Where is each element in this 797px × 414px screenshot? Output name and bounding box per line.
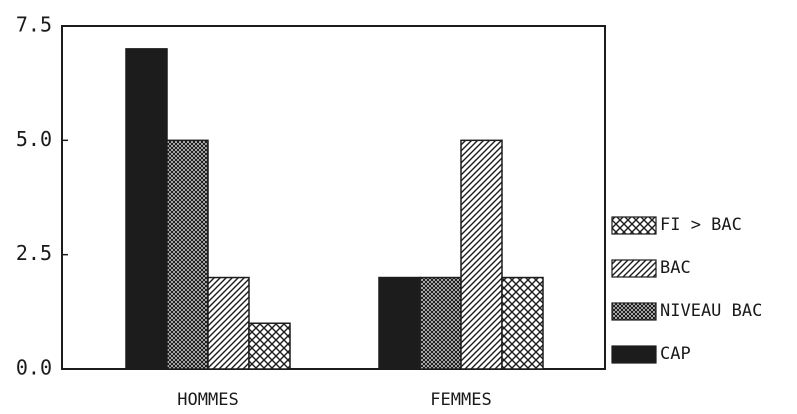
y-tick-label: 2.5 [16, 241, 52, 265]
x-tick-label: HOMMES [177, 390, 238, 410]
legend-label: CAP [660, 344, 691, 364]
legend-label: BAC [660, 258, 691, 278]
bar [166, 139, 209, 370]
y-tick-label: 7.5 [16, 13, 52, 37]
legend-swatch [611, 259, 657, 278]
bar [248, 322, 291, 370]
bar [378, 276, 421, 370]
legend-label: FI > BAC [660, 215, 742, 235]
legend-swatch [611, 345, 657, 364]
legend-swatch [611, 302, 657, 321]
y-tick-label: 5.0 [16, 127, 52, 151]
bar [460, 139, 503, 370]
bar [501, 276, 544, 370]
bar [125, 48, 168, 370]
legend-label: NIVEAU BAC [660, 301, 762, 321]
x-tick-label: FEMMES [430, 390, 491, 410]
plot-frame [61, 25, 606, 370]
bar [419, 276, 462, 370]
legend-swatch [611, 216, 657, 235]
y-tick-label: 0.0 [16, 356, 52, 380]
bar [207, 276, 250, 370]
